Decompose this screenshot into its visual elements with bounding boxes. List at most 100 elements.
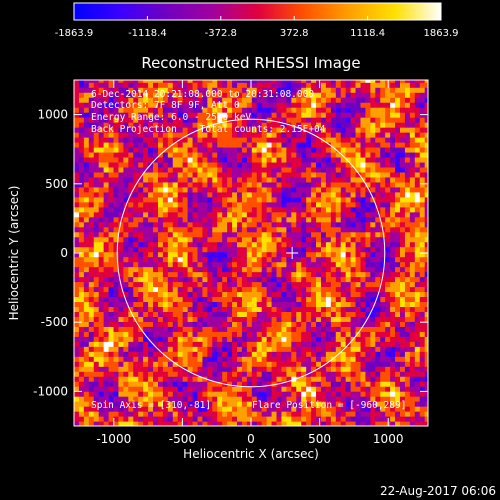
heatmap-cell (167, 142, 174, 148)
heatmap-cell (133, 416, 139, 422)
heatmap-cell (167, 276, 174, 283)
heatmap-cell (301, 261, 307, 268)
heatmap-cell (113, 92, 120, 98)
heatmap-cell (78, 341, 85, 347)
heatmap-cell (291, 107, 297, 113)
heatmap-cell (88, 137, 95, 143)
heatmap-cell (78, 127, 85, 133)
heatmap-cell (276, 366, 283, 372)
heatmap-cell (192, 341, 199, 347)
heatmap-cell (148, 306, 154, 313)
heatmap-cell (306, 386, 312, 392)
heatmap-cell (177, 321, 184, 327)
heatmap-cell (345, 416, 352, 422)
heatmap-cell (212, 201, 218, 208)
heatmap-cell (133, 137, 139, 143)
heatmap-cell (202, 416, 208, 422)
heatmap-cell (246, 132, 253, 138)
heatmap-cell (345, 82, 352, 88)
heatmap-cell (202, 266, 208, 273)
heatmap-cell (103, 321, 110, 327)
heatmap-cell (266, 406, 273, 412)
heatmap-cell (217, 156, 223, 163)
heatmap-cell (404, 411, 411, 417)
heatmap-cell (138, 381, 144, 387)
heatmap-cell (375, 221, 381, 228)
heatmap-cell (162, 336, 169, 342)
heatmap-cell (380, 142, 386, 148)
heatmap-cell (380, 107, 386, 113)
heatmap-cell (202, 201, 208, 208)
heatmap-cell (261, 336, 268, 342)
heatmap-cell (320, 281, 327, 288)
heatmap-cell (241, 271, 248, 278)
heatmap-cell (153, 226, 159, 233)
heatmap-cell (256, 221, 263, 228)
heatmap-cell (335, 266, 342, 273)
heatmap-cell (138, 256, 144, 263)
heatmap-cell (266, 112, 273, 118)
heatmap-cell (281, 82, 287, 88)
heatmap-cell (325, 87, 332, 93)
heatmap-cell (138, 406, 144, 412)
heatmap-cell (167, 381, 174, 387)
heatmap-cell (301, 326, 307, 332)
heatmap-cell (192, 266, 199, 273)
heatmap-cell (227, 151, 233, 158)
heatmap-cell (98, 151, 105, 158)
heatmap-cell (385, 186, 391, 193)
heatmap-cell (74, 321, 80, 327)
heatmap-cell (261, 92, 268, 98)
heatmap-cell (306, 171, 312, 178)
heatmap-cell (118, 82, 124, 88)
heatmap-cell (241, 326, 248, 332)
heatmap-cell (172, 127, 179, 133)
heatmap-cell (360, 311, 367, 317)
heatmap-cell (182, 196, 189, 203)
heatmap-cell (212, 82, 218, 88)
heatmap-cell (395, 271, 401, 278)
heatmap-cell (192, 117, 199, 123)
heatmap-cell (192, 107, 199, 113)
heatmap-cell (400, 127, 406, 133)
heatmap-cell (167, 361, 174, 367)
heatmap-cell (153, 146, 159, 153)
heatmap-cell (138, 296, 144, 303)
heatmap-cell (241, 361, 248, 367)
heatmap-cell (320, 236, 327, 243)
heatmap-cell (419, 301, 426, 308)
heatmap-cell (88, 361, 95, 367)
heatmap-cell (281, 211, 287, 218)
heatmap-cell (414, 341, 421, 347)
heatmap-cell (385, 112, 391, 118)
heatmap-cell (217, 236, 223, 243)
heatmap-cell (103, 386, 110, 392)
heatmap-cell (350, 211, 357, 218)
heatmap-cell (306, 276, 312, 283)
heatmap-cell (291, 326, 297, 332)
heatmap-cell (217, 296, 223, 303)
heatmap-cell (153, 281, 159, 288)
heatmap-cell (172, 256, 179, 263)
heatmap-cell (133, 256, 139, 263)
heatmap-cell (182, 401, 189, 407)
heatmap-cell (177, 171, 184, 178)
heatmap-cell (103, 316, 110, 322)
heatmap-cell (246, 366, 253, 372)
heatmap-cell (330, 226, 337, 233)
heatmap-cell (271, 351, 278, 357)
heatmap-cell (325, 117, 332, 123)
heatmap-cell (143, 346, 149, 352)
heatmap-cell (108, 146, 115, 153)
heatmap-cell (335, 296, 342, 303)
heatmap-cell (345, 132, 352, 138)
heatmap-cell (246, 341, 253, 347)
heatmap-cell (182, 206, 189, 213)
heatmap-cell (133, 261, 139, 268)
heatmap-cell (227, 356, 233, 362)
heatmap-cell (286, 341, 292, 347)
heatmap-cell (232, 146, 238, 153)
heatmap-cell (123, 276, 129, 283)
heatmap-cell (400, 137, 406, 143)
heatmap-cell (138, 391, 144, 397)
